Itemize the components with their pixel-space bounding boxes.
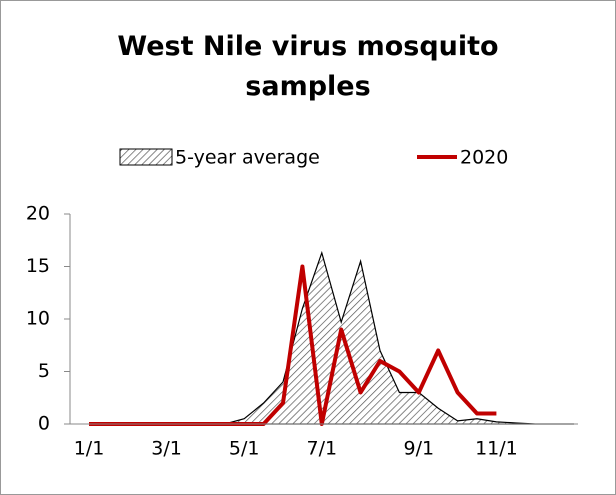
y-tick-label: 0 bbox=[38, 413, 50, 435]
legend-label: 2020 bbox=[460, 147, 508, 169]
x-tick-label: 5/1 bbox=[229, 438, 260, 460]
y-tick-label: 10 bbox=[26, 308, 50, 330]
y-tick-label: 20 bbox=[26, 203, 50, 225]
legend-label: 5-year average bbox=[175, 147, 320, 169]
x-tick-label: 11/1 bbox=[475, 438, 518, 460]
x-tick-label: 7/1 bbox=[307, 438, 338, 460]
y-tick-label: 15 bbox=[26, 255, 50, 277]
area-series bbox=[89, 250, 574, 425]
legend-swatch bbox=[119, 148, 173, 166]
y-tick-label: 5 bbox=[38, 360, 50, 382]
x-tick-label: 3/1 bbox=[151, 438, 182, 460]
chart-title: West Nile virus mosquito samples bbox=[117, 31, 499, 102]
x-tick-label: 9/1 bbox=[404, 438, 435, 460]
x-tick-label: 1/1 bbox=[74, 438, 105, 460]
